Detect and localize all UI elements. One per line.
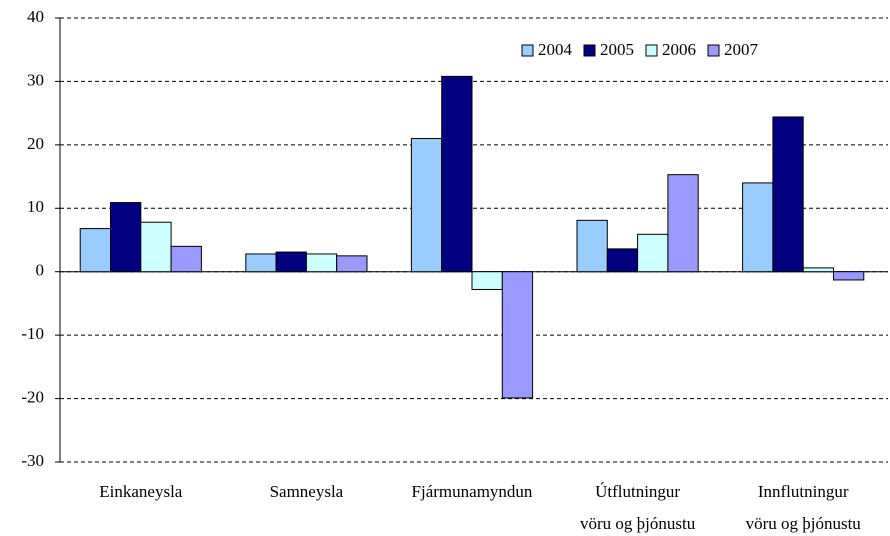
bar: [170, 245, 202, 273]
bar: [110, 202, 142, 273]
bar: [471, 271, 503, 290]
bar: [606, 248, 639, 273]
y-tick-label: 30: [27, 70, 44, 89]
bar: [637, 233, 669, 273]
x-tick-label: Samneysla: [270, 482, 344, 501]
x-tick-label: Einkaneysla: [99, 482, 183, 501]
y-tick-label: 10: [27, 197, 44, 216]
legend-swatch: [521, 44, 534, 57]
x-tick-label: Fjármunamyndun: [412, 482, 533, 501]
y-tick-label: -20: [21, 387, 44, 406]
bar: [336, 255, 368, 273]
bar: [667, 174, 699, 273]
legend-label: 2004: [538, 40, 573, 59]
x-tick-label: Innflutningur vöru og þjónustu: [746, 482, 862, 533]
bar: [576, 219, 608, 273]
legend-label: 2007: [724, 40, 759, 59]
bar: [275, 251, 307, 273]
bar: [441, 75, 473, 273]
bar: [802, 267, 835, 273]
bar: [772, 116, 804, 273]
bar: [245, 253, 277, 273]
y-tick-label: 20: [27, 134, 44, 153]
legend-swatch: [707, 44, 720, 57]
bar: [501, 271, 534, 399]
bar: [140, 221, 172, 273]
bar: [833, 271, 865, 281]
bar: [742, 182, 774, 273]
y-tick-label: 0: [36, 261, 45, 280]
x-tick-label: Útflutningur vöru og þjónustu: [580, 482, 696, 533]
y-tick-label: -10: [21, 324, 44, 343]
bar: [305, 253, 338, 273]
y-tick-label: 40: [27, 7, 44, 26]
legend-swatch: [583, 44, 596, 57]
bar: [79, 228, 111, 273]
legend-label: 2005: [600, 40, 634, 59]
legend-label: 2006: [662, 40, 696, 59]
bar: [410, 138, 443, 273]
y-tick-label: -30: [21, 451, 44, 470]
legend-swatch: [645, 44, 658, 57]
